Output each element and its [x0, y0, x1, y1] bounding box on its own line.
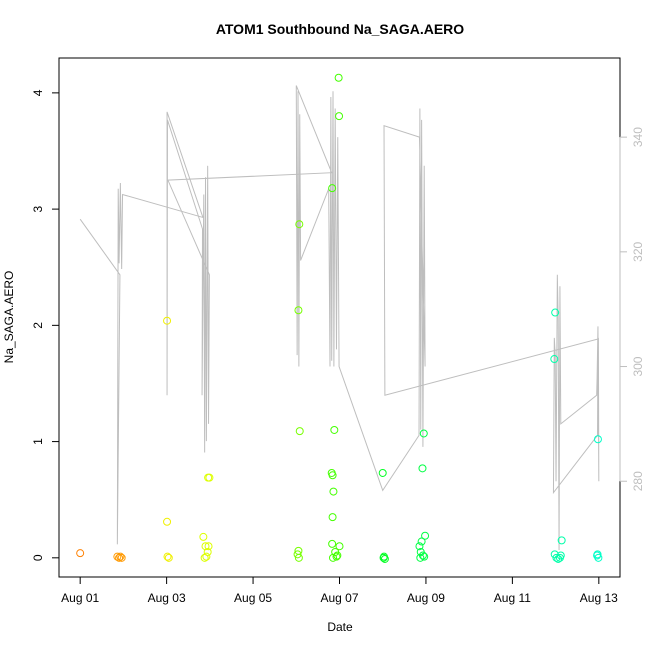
point [76, 549, 85, 558]
point [593, 435, 602, 444]
point [163, 517, 172, 526]
point [115, 553, 124, 562]
point [163, 316, 172, 325]
point [378, 468, 387, 477]
point [334, 73, 343, 82]
line [79, 85, 600, 551]
x-axis-label: Date [327, 620, 353, 634]
point [594, 553, 603, 562]
point [419, 429, 428, 438]
point [329, 553, 338, 562]
point [203, 548, 212, 557]
x-tick-label: Aug 01 [61, 591, 99, 605]
point [204, 542, 213, 551]
point [295, 427, 304, 436]
x-tick-label: Aug 05 [234, 591, 272, 605]
point [335, 112, 344, 121]
point [202, 552, 211, 561]
point [557, 536, 566, 545]
point [330, 425, 339, 434]
point [552, 553, 561, 562]
point [380, 552, 389, 561]
point [295, 220, 304, 229]
chart-title: ATOM1 Southbound Na_SAGA.AERO [216, 21, 464, 37]
x-tick-label: Aug 07 [320, 591, 358, 605]
y2-tick-label: 340 [631, 127, 645, 147]
point [335, 542, 344, 551]
y2-tick-label: 300 [631, 356, 645, 376]
x-tick-label: Aug 03 [148, 591, 186, 605]
point [328, 513, 337, 522]
x-tick-label: Aug 11 [494, 591, 531, 605]
y2-tick-label: 280 [631, 471, 645, 491]
y-tick-label: 3 [31, 205, 45, 212]
point [329, 487, 338, 496]
plot-box [58, 57, 621, 578]
point [205, 473, 214, 482]
point [328, 471, 337, 480]
y-axis-label: Na_SAGA.AERO [2, 271, 16, 364]
point [551, 308, 560, 317]
y-tick-label: 1 [31, 438, 45, 445]
point [163, 552, 172, 561]
point [328, 184, 337, 193]
point [556, 551, 565, 560]
point [199, 532, 208, 541]
point [416, 553, 425, 562]
y-tick-label: 2 [31, 322, 45, 329]
point [593, 550, 602, 559]
point [164, 553, 173, 562]
point [418, 464, 427, 473]
point [415, 542, 424, 551]
point [113, 552, 122, 561]
point [332, 552, 341, 561]
point [294, 553, 303, 562]
point [418, 551, 427, 560]
point [420, 552, 429, 561]
point [293, 550, 302, 559]
y-tick-label: 4 [31, 89, 45, 96]
point [116, 552, 125, 561]
y-tick-label: 0 [31, 554, 45, 561]
point [333, 551, 342, 560]
x-tick-label: Aug 13 [580, 591, 618, 605]
point [201, 542, 210, 551]
point [328, 539, 337, 548]
point [117, 553, 126, 562]
point [417, 537, 426, 546]
point [550, 355, 559, 364]
y2-tick-label: 320 [631, 242, 645, 262]
point [294, 306, 303, 315]
x-tick-label: Aug 09 [407, 591, 445, 605]
point [421, 531, 430, 540]
